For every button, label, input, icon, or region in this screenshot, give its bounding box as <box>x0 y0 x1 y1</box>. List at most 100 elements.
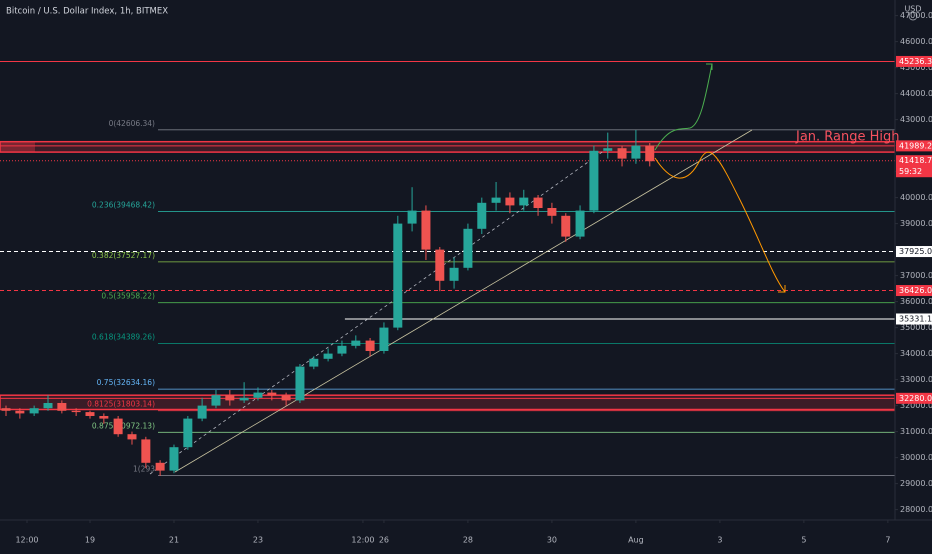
candle-body <box>449 267 459 281</box>
candle-body <box>1 408 11 411</box>
zone <box>0 140 896 153</box>
candle-body <box>281 395 291 401</box>
y-tick-label: 33000.00 <box>900 375 932 384</box>
currency: USD <box>904 5 921 14</box>
price-label: 37925.00 <box>899 247 932 256</box>
candle-body <box>113 418 123 435</box>
y-tick-label: 37000.00 <box>900 271 932 280</box>
fib-label: 0(42606.34) <box>109 119 155 128</box>
fib-label: 0.236(39468.42) <box>92 200 155 209</box>
price-label-bg <box>896 155 932 178</box>
x-tick-label: 28 <box>463 536 473 545</box>
candle-body <box>239 397 249 401</box>
candle-body <box>477 202 487 229</box>
price-label-bg <box>896 140 932 152</box>
zones <box>0 60 896 411</box>
y-tick-label: 36000.00 <box>900 297 932 306</box>
price-label: 41418.71 <box>899 156 932 165</box>
fib-label: 1(293 <box>133 465 155 474</box>
chart-title: Bitcoin / U.S. Dollar Index, 1h, BITMEX <box>6 7 168 17</box>
x-tick-label: 26 <box>379 536 389 545</box>
candle-body <box>169 447 179 471</box>
candle-body <box>309 358 319 367</box>
candle-body <box>211 395 221 406</box>
y-tick-label: 43000.00 <box>900 115 932 124</box>
y-tick-label: 44000.00 <box>900 89 932 98</box>
y-tick-label: 29000.00 <box>900 479 932 488</box>
price-label: 36426.00 <box>899 286 932 295</box>
candle-body <box>141 439 151 463</box>
price-label: 35331.12 <box>899 314 932 323</box>
x-tick-label: Aug <box>628 536 644 545</box>
candle-body <box>547 208 557 216</box>
candle-body <box>99 416 109 419</box>
candle-body <box>43 403 53 409</box>
countdown: 59:32 <box>899 167 922 176</box>
y-tick-label: 31000.00 <box>900 427 932 436</box>
candle-body <box>155 462 165 471</box>
y-tick-label: 35000.00 <box>900 323 932 332</box>
arrow-head <box>706 63 713 70</box>
fib-label: 0.618(34389.26) <box>92 332 155 341</box>
fib-label: 0.75(32634.16) <box>97 378 155 387</box>
candle-body <box>183 418 193 448</box>
price-axis: 28000.00 29000.00 30000.00 31000.00 32000.00… <box>894 0 932 550</box>
candle-body <box>617 148 627 159</box>
price-label-bg <box>896 313 932 325</box>
candle-body <box>603 148 613 151</box>
price-label: 41989.21 <box>899 141 932 150</box>
candle-body <box>519 197 529 206</box>
candle-body <box>491 197 501 203</box>
price-label-bg <box>896 285 932 297</box>
price-label-bg <box>896 246 932 258</box>
candle-body <box>393 223 403 328</box>
candle-body <box>589 150 599 211</box>
arrow-head <box>778 285 786 293</box>
trendline <box>174 129 753 473</box>
annotation: Jan. Range High <box>795 130 900 145</box>
y-tick-label: 40000.00 <box>900 193 932 202</box>
x-tick-label: 23 <box>253 536 263 545</box>
y-tick-label: 28000.00 <box>900 505 932 514</box>
fib-retracement: 0(42606.34) 0.236(39468.42) 0.382(37527.17… <box>87 119 895 476</box>
candle-body <box>421 210 431 250</box>
candle-body <box>253 392 263 398</box>
bearish-projection <box>654 151 786 293</box>
x-tick-label: 7 <box>885 536 890 545</box>
candle-body <box>15 410 25 414</box>
candle-body <box>575 210 585 237</box>
settings-icon[interactable] <box>908 11 918 21</box>
y-tick-label: 45000.00 <box>900 63 932 72</box>
candle-body <box>505 197 515 206</box>
candle-body <box>407 210 417 224</box>
candle-body <box>295 366 305 401</box>
candle-body <box>127 434 137 440</box>
y-tick-label: 32000.00 <box>900 401 932 410</box>
fib-label: 0.382(37527.17) <box>92 251 155 260</box>
x-tick-label: 3 <box>717 536 722 545</box>
bullish-projection <box>654 63 713 151</box>
y-tick-label: 30000.00 <box>900 453 932 462</box>
candle-body <box>365 340 375 351</box>
y-tick-label: 47000.00 <box>900 11 932 20</box>
x-tick-label: 30 <box>547 536 557 545</box>
price-label: 45236.36 <box>899 57 932 66</box>
price-label: 32280.00 <box>899 394 932 403</box>
candles <box>1 130 655 476</box>
candle-body <box>337 345 347 354</box>
y-tick-label: 39000.00 <box>900 219 932 228</box>
y-tick-label: 34000.00 <box>900 349 932 358</box>
fib-label: 0.875(30972.13) <box>92 421 155 430</box>
candle-body <box>645 145 655 162</box>
price-label-bg <box>896 392 932 404</box>
x-tick-label: 21 <box>169 536 179 545</box>
candle-body <box>71 410 81 413</box>
candle-body <box>631 145 641 159</box>
candle-body <box>463 228 473 268</box>
x-tick-label: 5 <box>801 536 806 545</box>
x-tick-label: 12:00 <box>15 536 38 545</box>
y-tick-label: 46000.00 <box>900 37 932 46</box>
candle-body <box>197 405 207 419</box>
